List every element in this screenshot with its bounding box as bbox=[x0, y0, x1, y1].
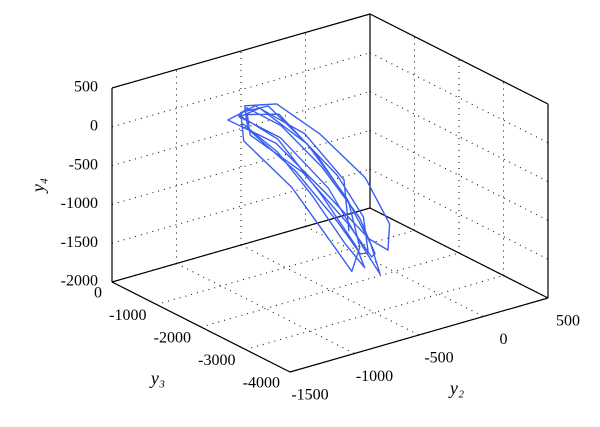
y-axis-label: y₃ bbox=[149, 368, 165, 388]
y-tick-label: -2000 bbox=[154, 330, 191, 347]
box-edge bbox=[111, 207, 371, 283]
z-axis-label: y₄ bbox=[28, 178, 48, 194]
grid-line bbox=[240, 244, 420, 336]
grid-line bbox=[369, 168, 549, 260]
z-tick-label: -1500 bbox=[61, 234, 98, 251]
x-tick-label: -1000 bbox=[356, 368, 393, 385]
box-edge bbox=[111, 281, 291, 373]
box-edge bbox=[369, 13, 549, 105]
y-tick-label: -1000 bbox=[109, 307, 146, 324]
box-edge bbox=[111, 13, 371, 89]
grid-line bbox=[245, 275, 504, 350]
box-edge bbox=[369, 207, 549, 299]
grid-line bbox=[369, 129, 549, 221]
z-tick-label: 0 bbox=[90, 117, 98, 134]
grid-line bbox=[176, 263, 355, 354]
z-tick-label: -2000 bbox=[61, 273, 98, 290]
grid-line bbox=[200, 252, 460, 328]
y-tick-label: -4000 bbox=[243, 375, 280, 392]
x-tick-label: -1500 bbox=[291, 387, 328, 404]
z-tick-label: -1000 bbox=[61, 195, 98, 212]
grid-line bbox=[305, 226, 484, 317]
x-tick-label: 500 bbox=[556, 313, 580, 330]
z-tick-label: -500 bbox=[69, 156, 98, 173]
box-edge bbox=[289, 297, 549, 373]
y-tick-label: -3000 bbox=[198, 352, 235, 369]
z-tick-label: 500 bbox=[74, 79, 98, 96]
trajectory bbox=[227, 103, 391, 275]
y-tick-label: 0 bbox=[94, 285, 102, 302]
x-tick-label: 0 bbox=[500, 331, 508, 348]
x-axis-label: y₂ bbox=[448, 378, 464, 398]
x-tick-label: -500 bbox=[424, 350, 453, 367]
